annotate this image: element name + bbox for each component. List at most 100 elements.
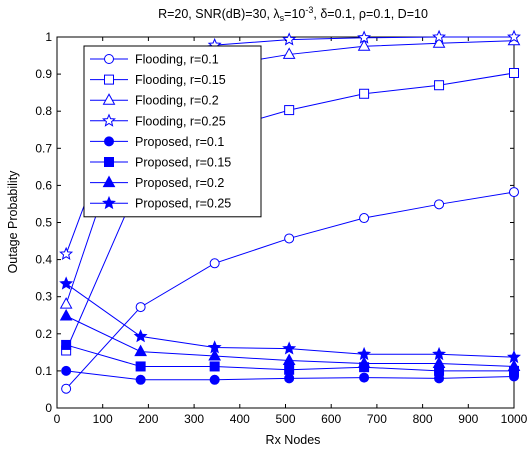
data-point <box>284 233 295 244</box>
chart-title-part: , δ=0.1, ρ=0.1, D=10 <box>313 7 428 21</box>
series-8 <box>59 276 521 364</box>
x-tick-label: 400 <box>230 412 250 426</box>
chart-title-superscript: -3 <box>305 5 313 15</box>
legend-label: Proposed, r=0.25 <box>135 197 231 211</box>
data-point <box>357 346 372 361</box>
series-4 <box>59 29 521 260</box>
legend-label: Proposed, r=0.1 <box>135 135 224 149</box>
legend-marker <box>102 93 116 105</box>
legend-label: Proposed, r=0.2 <box>135 176 224 190</box>
data-point <box>284 105 295 116</box>
legend-entry: Proposed, r=0.1 <box>90 135 224 149</box>
data-point <box>282 32 297 46</box>
data-point <box>507 359 521 371</box>
data-point <box>432 29 447 43</box>
legend: Flooding, r=0.1 Flooding, r=0.15 Flooding,… <box>83 45 262 218</box>
y-tick-label: 0.6 <box>35 178 52 192</box>
x-tick-label: 100 <box>93 412 113 426</box>
legend-marker <box>102 195 116 210</box>
x-tick-label: 800 <box>413 412 433 426</box>
data-point <box>208 349 222 361</box>
data-point <box>432 36 446 48</box>
legend-entry: Flooding, r=0.15 <box>90 73 226 87</box>
data-point <box>59 246 74 260</box>
y-tick-label: 0.5 <box>35 216 52 230</box>
data-point <box>509 67 519 78</box>
data-point <box>357 356 371 368</box>
legend-entry: Proposed, r=0.15 <box>90 156 231 170</box>
y-tick-label: 0.9 <box>35 67 52 81</box>
y-tick-label: 0.7 <box>35 141 52 155</box>
data-point <box>59 308 73 321</box>
data-point <box>135 302 146 313</box>
y-tick-label: 0.8 <box>35 104 52 118</box>
data-point <box>434 199 445 210</box>
legend-label: Flooding, r=0.1 <box>135 53 219 67</box>
data-point <box>134 344 147 357</box>
data-point <box>432 346 446 361</box>
legend-marker <box>104 136 114 147</box>
y-tick-label: 0.4 <box>35 253 52 267</box>
legend-marker <box>104 54 114 64</box>
data-point <box>61 339 72 350</box>
x-tick-label: 500 <box>275 412 295 426</box>
legend-label: Flooding, r=0.25 <box>135 114 226 128</box>
legend-marker <box>102 113 116 127</box>
data-point <box>282 341 297 355</box>
chart-title: R=20, SNR(dB)=30, λs=10-3, δ=0.1, ρ=0.1,… <box>158 5 428 23</box>
legend-entry: Proposed, r=0.25 <box>90 195 231 211</box>
data-point <box>434 80 445 91</box>
legend-entry: Flooding, r=0.25 <box>90 113 226 128</box>
data-point <box>507 29 521 43</box>
data-point <box>509 187 519 198</box>
x-tick-label: 0 <box>54 412 61 426</box>
data-point <box>61 383 72 394</box>
legend-entry: Flooding, r=0.1 <box>90 53 219 67</box>
data-point <box>59 297 73 309</box>
y-tick-label: 0.1 <box>35 364 52 378</box>
x-tick-label: 1000 <box>501 412 527 426</box>
legend-marker <box>104 74 114 85</box>
legend-entry: Proposed, r=0.2 <box>90 175 224 190</box>
legend-entry: Flooding, r=0.2 <box>90 93 219 108</box>
data-point <box>135 361 146 372</box>
y-tick-label: 1 <box>45 30 52 44</box>
chart-title-part: =10 <box>284 7 305 21</box>
x-tick-label: 600 <box>321 412 341 426</box>
data-point <box>357 30 372 44</box>
legend-marker <box>104 157 114 167</box>
data-point <box>359 88 370 99</box>
data-point <box>207 340 222 354</box>
data-point <box>209 374 220 385</box>
y-axis-label: Outage Probability <box>6 170 20 274</box>
data-point <box>209 258 220 269</box>
y-tick-label: 0.2 <box>35 327 52 341</box>
legend-label: Proposed, r=0.15 <box>135 156 231 170</box>
chart-title-part: R=20, SNR(dB)=30, λ <box>158 7 280 21</box>
data-point <box>282 47 296 59</box>
x-tick-label: 300 <box>184 412 204 426</box>
data-point <box>359 213 370 224</box>
data-point <box>59 276 74 290</box>
data-point <box>507 349 521 364</box>
data-point <box>282 353 296 366</box>
data-point <box>209 361 220 372</box>
x-axis-label: Rx Nodes <box>266 433 321 447</box>
data-point <box>284 364 295 375</box>
series-1 <box>61 187 519 394</box>
legend-label: Flooding, r=0.2 <box>135 94 219 108</box>
x-tick-label: 900 <box>458 412 478 426</box>
data-point <box>357 39 371 51</box>
series-5 <box>61 365 519 385</box>
series-7 <box>59 308 521 371</box>
data-point <box>359 372 370 383</box>
data-point <box>61 365 72 376</box>
data-point <box>432 356 446 368</box>
y-tick-label: 0 <box>45 401 52 415</box>
data-point <box>284 373 295 384</box>
x-tick-label: 200 <box>138 412 158 426</box>
legend-marker <box>102 175 116 188</box>
legend-label: Flooding, r=0.15 <box>135 73 226 87</box>
